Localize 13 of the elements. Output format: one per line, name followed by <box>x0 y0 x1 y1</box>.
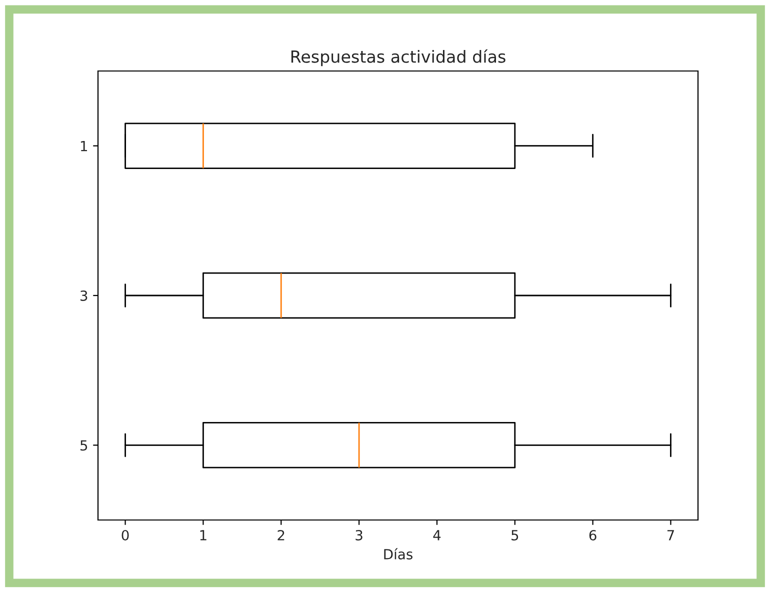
y-tick-label: 5 <box>80 440 88 451</box>
x-tick-label: 5 <box>512 530 518 540</box>
x-tick-label: 0 <box>122 530 129 540</box>
x-axis-title: Días <box>384 548 412 560</box>
y-tick-label: 1 <box>80 140 87 152</box>
chart-title: Respuestas actividad días <box>291 49 506 66</box>
y-tick-label: 3 <box>80 290 88 301</box>
x-tick-label: 3 <box>356 530 362 540</box>
x-tick-label: 1 <box>200 530 206 540</box>
x-tick-label: 2 <box>278 530 284 540</box>
x-tick-label: 6 <box>589 530 596 540</box>
x-tick-label: 4 <box>433 530 441 540</box>
x-tick-label: 7 <box>667 530 674 540</box>
